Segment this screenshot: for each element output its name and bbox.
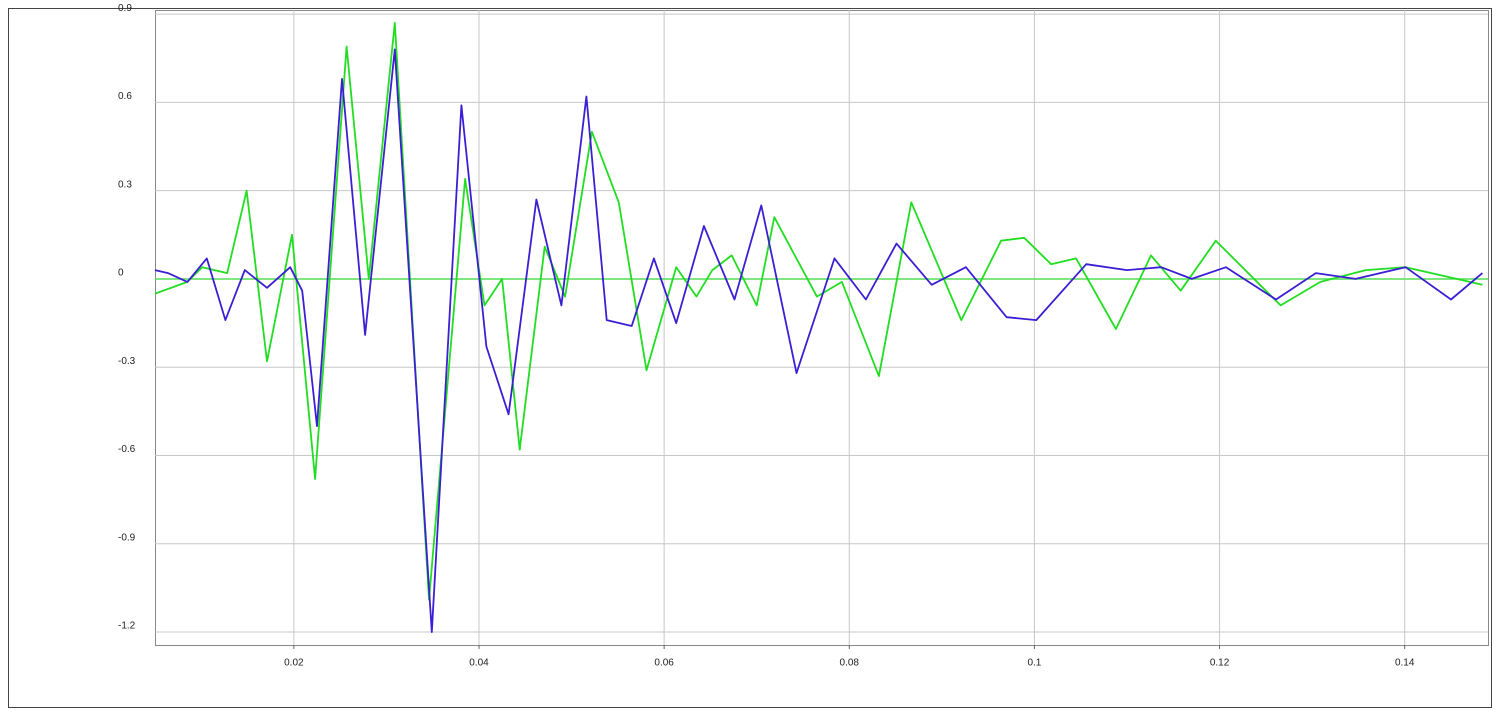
y-tick-label: -0.9 xyxy=(118,532,136,543)
y-tick-label: 0 xyxy=(118,268,124,279)
y-tick-label: 0.6 xyxy=(118,91,132,102)
x-tick-label: 0.02 xyxy=(284,658,304,669)
y-tick-label: -1.2 xyxy=(118,621,136,632)
x-tick-label: 0.12 xyxy=(1210,658,1230,669)
y-tick-label: -0.3 xyxy=(118,356,136,367)
series-line xyxy=(154,22,1483,601)
x-tick-label: 0.08 xyxy=(840,658,860,669)
frame xyxy=(8,8,1492,708)
y-tick-label: 0.3 xyxy=(118,179,132,190)
x-tick-label: 0.06 xyxy=(654,658,674,669)
x-tick-label: 0.04 xyxy=(469,658,489,669)
x-tick-label: 0.1 xyxy=(1027,658,1041,669)
x-tick-label: 0.14 xyxy=(1395,658,1415,669)
y-tick-label: 0.9 xyxy=(118,3,132,14)
series-line xyxy=(154,48,1483,633)
plot-area xyxy=(155,10,1489,646)
y-tick-label: -0.6 xyxy=(118,444,136,455)
